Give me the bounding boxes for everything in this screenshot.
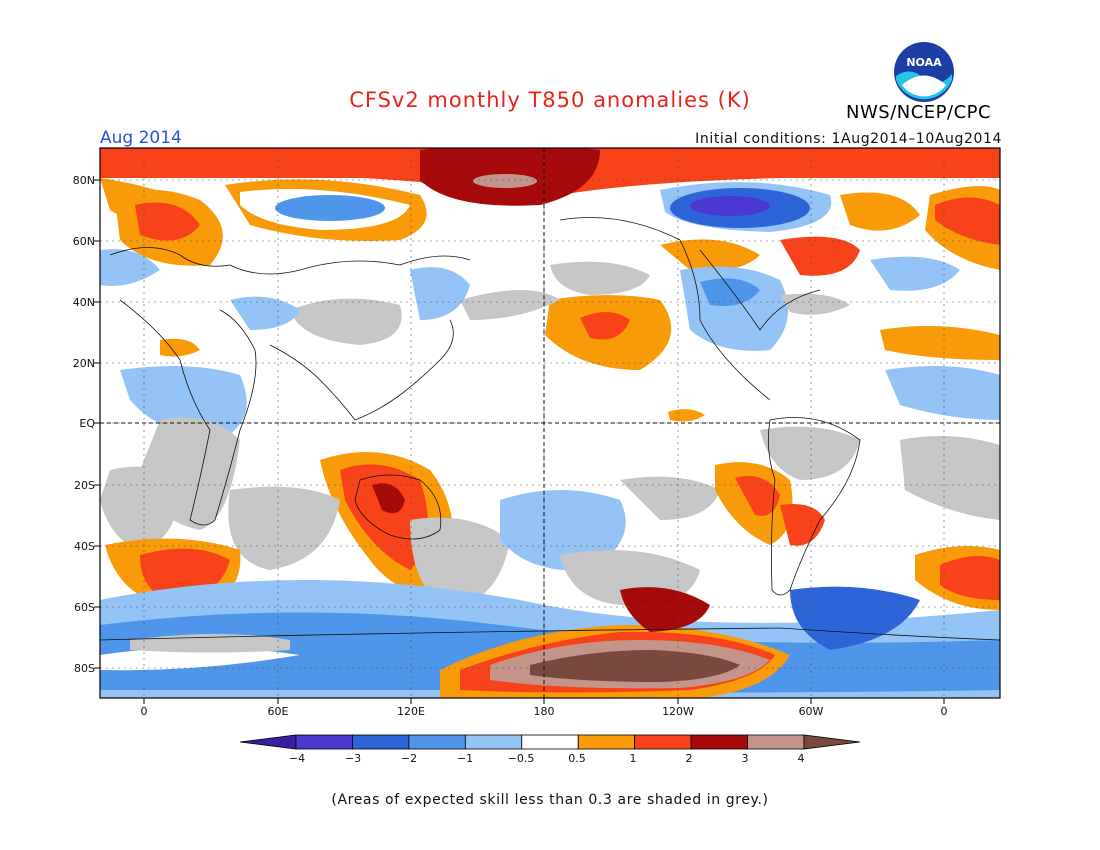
lon-label-180: 180 bbox=[533, 705, 555, 718]
colorbar-label-neg4: −4 bbox=[288, 752, 306, 765]
org-label: NWS/NCEP/CPC bbox=[846, 102, 992, 123]
lat-label-80n: 80N bbox=[72, 174, 95, 187]
anomaly-field bbox=[100, 148, 1000, 698]
colorbar-label-neg0-5: −0.5 bbox=[507, 752, 535, 765]
noaa-logo: NOAA bbox=[892, 40, 956, 108]
colorbar-segment bbox=[408, 734, 466, 750]
month-label: Aug 2014 bbox=[100, 128, 182, 148]
colorbar-label-3: 3 bbox=[741, 752, 749, 765]
lat-label-40n: 40N bbox=[72, 296, 95, 309]
colorbar-label-neg2: −2 bbox=[400, 752, 418, 765]
skill-footnote: (Areas of expected skill less than 0.3 a… bbox=[331, 792, 769, 808]
colorbar-label-0-5: 0.5 bbox=[568, 752, 586, 765]
lat-label-80s: 80S bbox=[74, 662, 95, 675]
colorbar-segment bbox=[239, 734, 297, 750]
lat-label-eq: EQ bbox=[79, 417, 95, 430]
colorbar-segment bbox=[521, 734, 579, 750]
lat-label-20s: 20S bbox=[74, 479, 95, 492]
lon-label-0-left: 0 bbox=[140, 705, 148, 718]
lon-label-60w: 60W bbox=[798, 705, 824, 718]
colorbar-segment bbox=[577, 734, 636, 750]
lat-label-60s: 60S bbox=[74, 601, 95, 614]
colorbar-segment bbox=[464, 734, 523, 750]
colorbar-segment bbox=[352, 734, 410, 750]
colorbar-label-1: 1 bbox=[629, 752, 637, 765]
colorbar-label-2: 2 bbox=[685, 752, 693, 765]
colorbar-label-neg1: −1 bbox=[456, 752, 474, 765]
svg-text:NOAA: NOAA bbox=[906, 56, 942, 69]
colorbar-segment bbox=[295, 734, 353, 750]
colorbar-segment bbox=[747, 734, 805, 750]
lat-label-20n: 20N bbox=[72, 357, 95, 370]
initial-conditions-label: Initial conditions: 1Aug2014–10Aug2014 bbox=[695, 131, 1002, 147]
axis-ticks bbox=[94, 179, 945, 704]
lon-label-120e: 120E bbox=[397, 705, 425, 718]
coastlines bbox=[100, 217, 1000, 641]
lat-label-60n: 60N bbox=[72, 235, 95, 248]
colorbar-segment bbox=[634, 734, 692, 750]
colorbar-label-neg3: −3 bbox=[344, 752, 362, 765]
page-title: CFSv2 monthly T850 anomalies (K) bbox=[349, 88, 751, 112]
lon-label-120w: 120W bbox=[662, 705, 694, 718]
colorbar-label-4: 4 bbox=[797, 752, 805, 765]
colorbar-segment bbox=[690, 734, 748, 750]
lat-label-40s: 40S bbox=[74, 540, 95, 553]
colorbar-segment bbox=[803, 734, 861, 750]
lon-label-60e: 60E bbox=[267, 705, 289, 718]
lon-label-0-right: 0 bbox=[940, 705, 948, 718]
